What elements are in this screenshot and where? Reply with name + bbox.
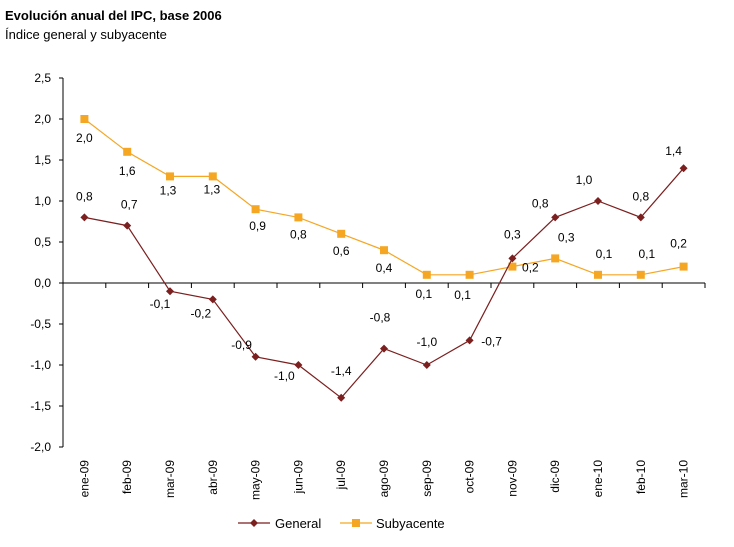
chart-subtitle: Índice general y subyacente — [5, 27, 167, 42]
data-point-subyacente — [422, 270, 431, 279]
data-point-general — [337, 393, 346, 402]
data-label-general: -1,4 — [331, 364, 352, 378]
data-point-general — [465, 336, 474, 345]
data-point-general — [679, 164, 688, 173]
data-point-general — [508, 254, 517, 263]
data-point-subyacente — [166, 172, 174, 181]
data-label-subyacente: 1,3 — [203, 182, 220, 196]
data-point-subyacente — [251, 205, 260, 214]
data-point-general — [208, 295, 217, 304]
data-label-general: -0,2 — [190, 306, 211, 320]
x-tick-label: may-09 — [249, 460, 263, 500]
data-point-subyacente — [337, 229, 346, 238]
y-tick-label: 0,5 — [34, 235, 51, 249]
data-label-subyacente: 0,8 — [290, 227, 307, 241]
data-point-subyacente — [594, 270, 602, 279]
chart-title: Evolución anual del IPC, base 2006 — [5, 8, 222, 23]
data-point-subyacente — [80, 115, 89, 123]
data-label-subyacente: 1,3 — [160, 183, 177, 197]
x-tick-label: mar-09 — [163, 460, 177, 498]
y-tick-label: -2,0 — [30, 440, 51, 454]
data-point-subyacente — [380, 246, 388, 255]
x-tick-label: ene-09 — [77, 460, 91, 498]
data-point-general — [422, 361, 431, 369]
data-point-subyacente — [636, 270, 645, 279]
data-label-subyacente: 0,3 — [558, 230, 575, 244]
data-point-subyacente — [551, 254, 560, 263]
data-point-general — [80, 213, 89, 222]
x-tick-label: feb-10 — [634, 460, 648, 494]
data-point-general — [551, 213, 560, 222]
x-tick-label: dic-09 — [548, 460, 562, 493]
x-tick-label: abr-09 — [206, 460, 220, 495]
data-point-general — [636, 213, 645, 222]
data-point-general — [123, 221, 132, 230]
data-point-subyacente — [208, 172, 217, 181]
y-tick-label: 1,0 — [34, 194, 51, 208]
y-tick-label: -0,5 — [30, 317, 51, 331]
data-label-general: 0,8 — [76, 189, 93, 203]
data-label-subyacente: 0,4 — [376, 261, 393, 275]
x-tick-label: jun-09 — [291, 460, 305, 495]
data-point-subyacente — [123, 147, 132, 156]
data-label-general: 1,4 — [665, 144, 682, 158]
x-tick-label: sep-09 — [420, 460, 434, 497]
data-label-subyacente: 0,2 — [522, 261, 539, 275]
data-point-subyacente — [465, 270, 474, 279]
data-label-subyacente: 1,6 — [119, 164, 136, 178]
data-label-subyacente: 0,1 — [638, 247, 655, 261]
data-label-general: -0,7 — [481, 334, 502, 348]
y-tick-label: -1,5 — [30, 399, 51, 413]
data-point-general — [380, 344, 388, 353]
data-label-general: -0,8 — [370, 311, 391, 325]
data-label-subyacente: 0,9 — [249, 219, 266, 233]
data-label-general: -1,0 — [274, 369, 295, 383]
data-point-subyacente — [679, 262, 688, 271]
data-label-general: -0,9 — [231, 338, 252, 352]
legend-label-subyacente: Subyacente — [376, 516, 445, 531]
y-tick-label: 2,0 — [34, 112, 51, 126]
data-label-general: 0,8 — [632, 189, 649, 203]
x-tick-label: nov-09 — [505, 460, 519, 497]
data-point-subyacente — [508, 262, 517, 271]
x-tick-label: mar-10 — [677, 460, 691, 498]
y-tick-label: 2,5 — [34, 71, 51, 85]
data-label-subyacente: 0,6 — [333, 244, 350, 258]
data-label-subyacente: 0,1 — [596, 247, 613, 261]
data-point-general — [251, 352, 260, 361]
y-tick-label: 0,0 — [34, 276, 51, 290]
legend-label-general: General — [275, 516, 321, 531]
legend-marker-general — [250, 519, 258, 527]
data-label-subyacente: 2,0 — [76, 131, 93, 145]
data-label-subyacente: 0,1 — [415, 287, 432, 301]
legend-marker-subyacente — [352, 519, 360, 527]
data-point-general — [166, 287, 174, 296]
data-label-general: 1,0 — [576, 173, 593, 187]
data-label-general: -1,0 — [416, 335, 437, 349]
x-tick-label: ago-09 — [377, 460, 391, 498]
data-point-general — [594, 197, 602, 205]
x-tick-label: oct-09 — [463, 460, 477, 494]
data-label-general: -0,1 — [150, 297, 171, 311]
data-label-subyacente: 0,1 — [454, 288, 471, 302]
x-tick-label: feb-09 — [120, 460, 134, 494]
x-tick-label: jul-09 — [334, 460, 348, 491]
y-tick-label: 1,5 — [34, 153, 51, 167]
data-label-subyacente: 0,2 — [670, 237, 687, 251]
data-label-general: 0,7 — [121, 198, 138, 212]
data-point-general — [294, 361, 303, 369]
data-point-subyacente — [294, 213, 303, 222]
y-tick-label: -1,0 — [30, 358, 51, 372]
data-label-general: 0,8 — [532, 196, 549, 210]
data-label-general: 0,3 — [504, 227, 521, 241]
x-tick-label: ene-10 — [591, 460, 605, 498]
